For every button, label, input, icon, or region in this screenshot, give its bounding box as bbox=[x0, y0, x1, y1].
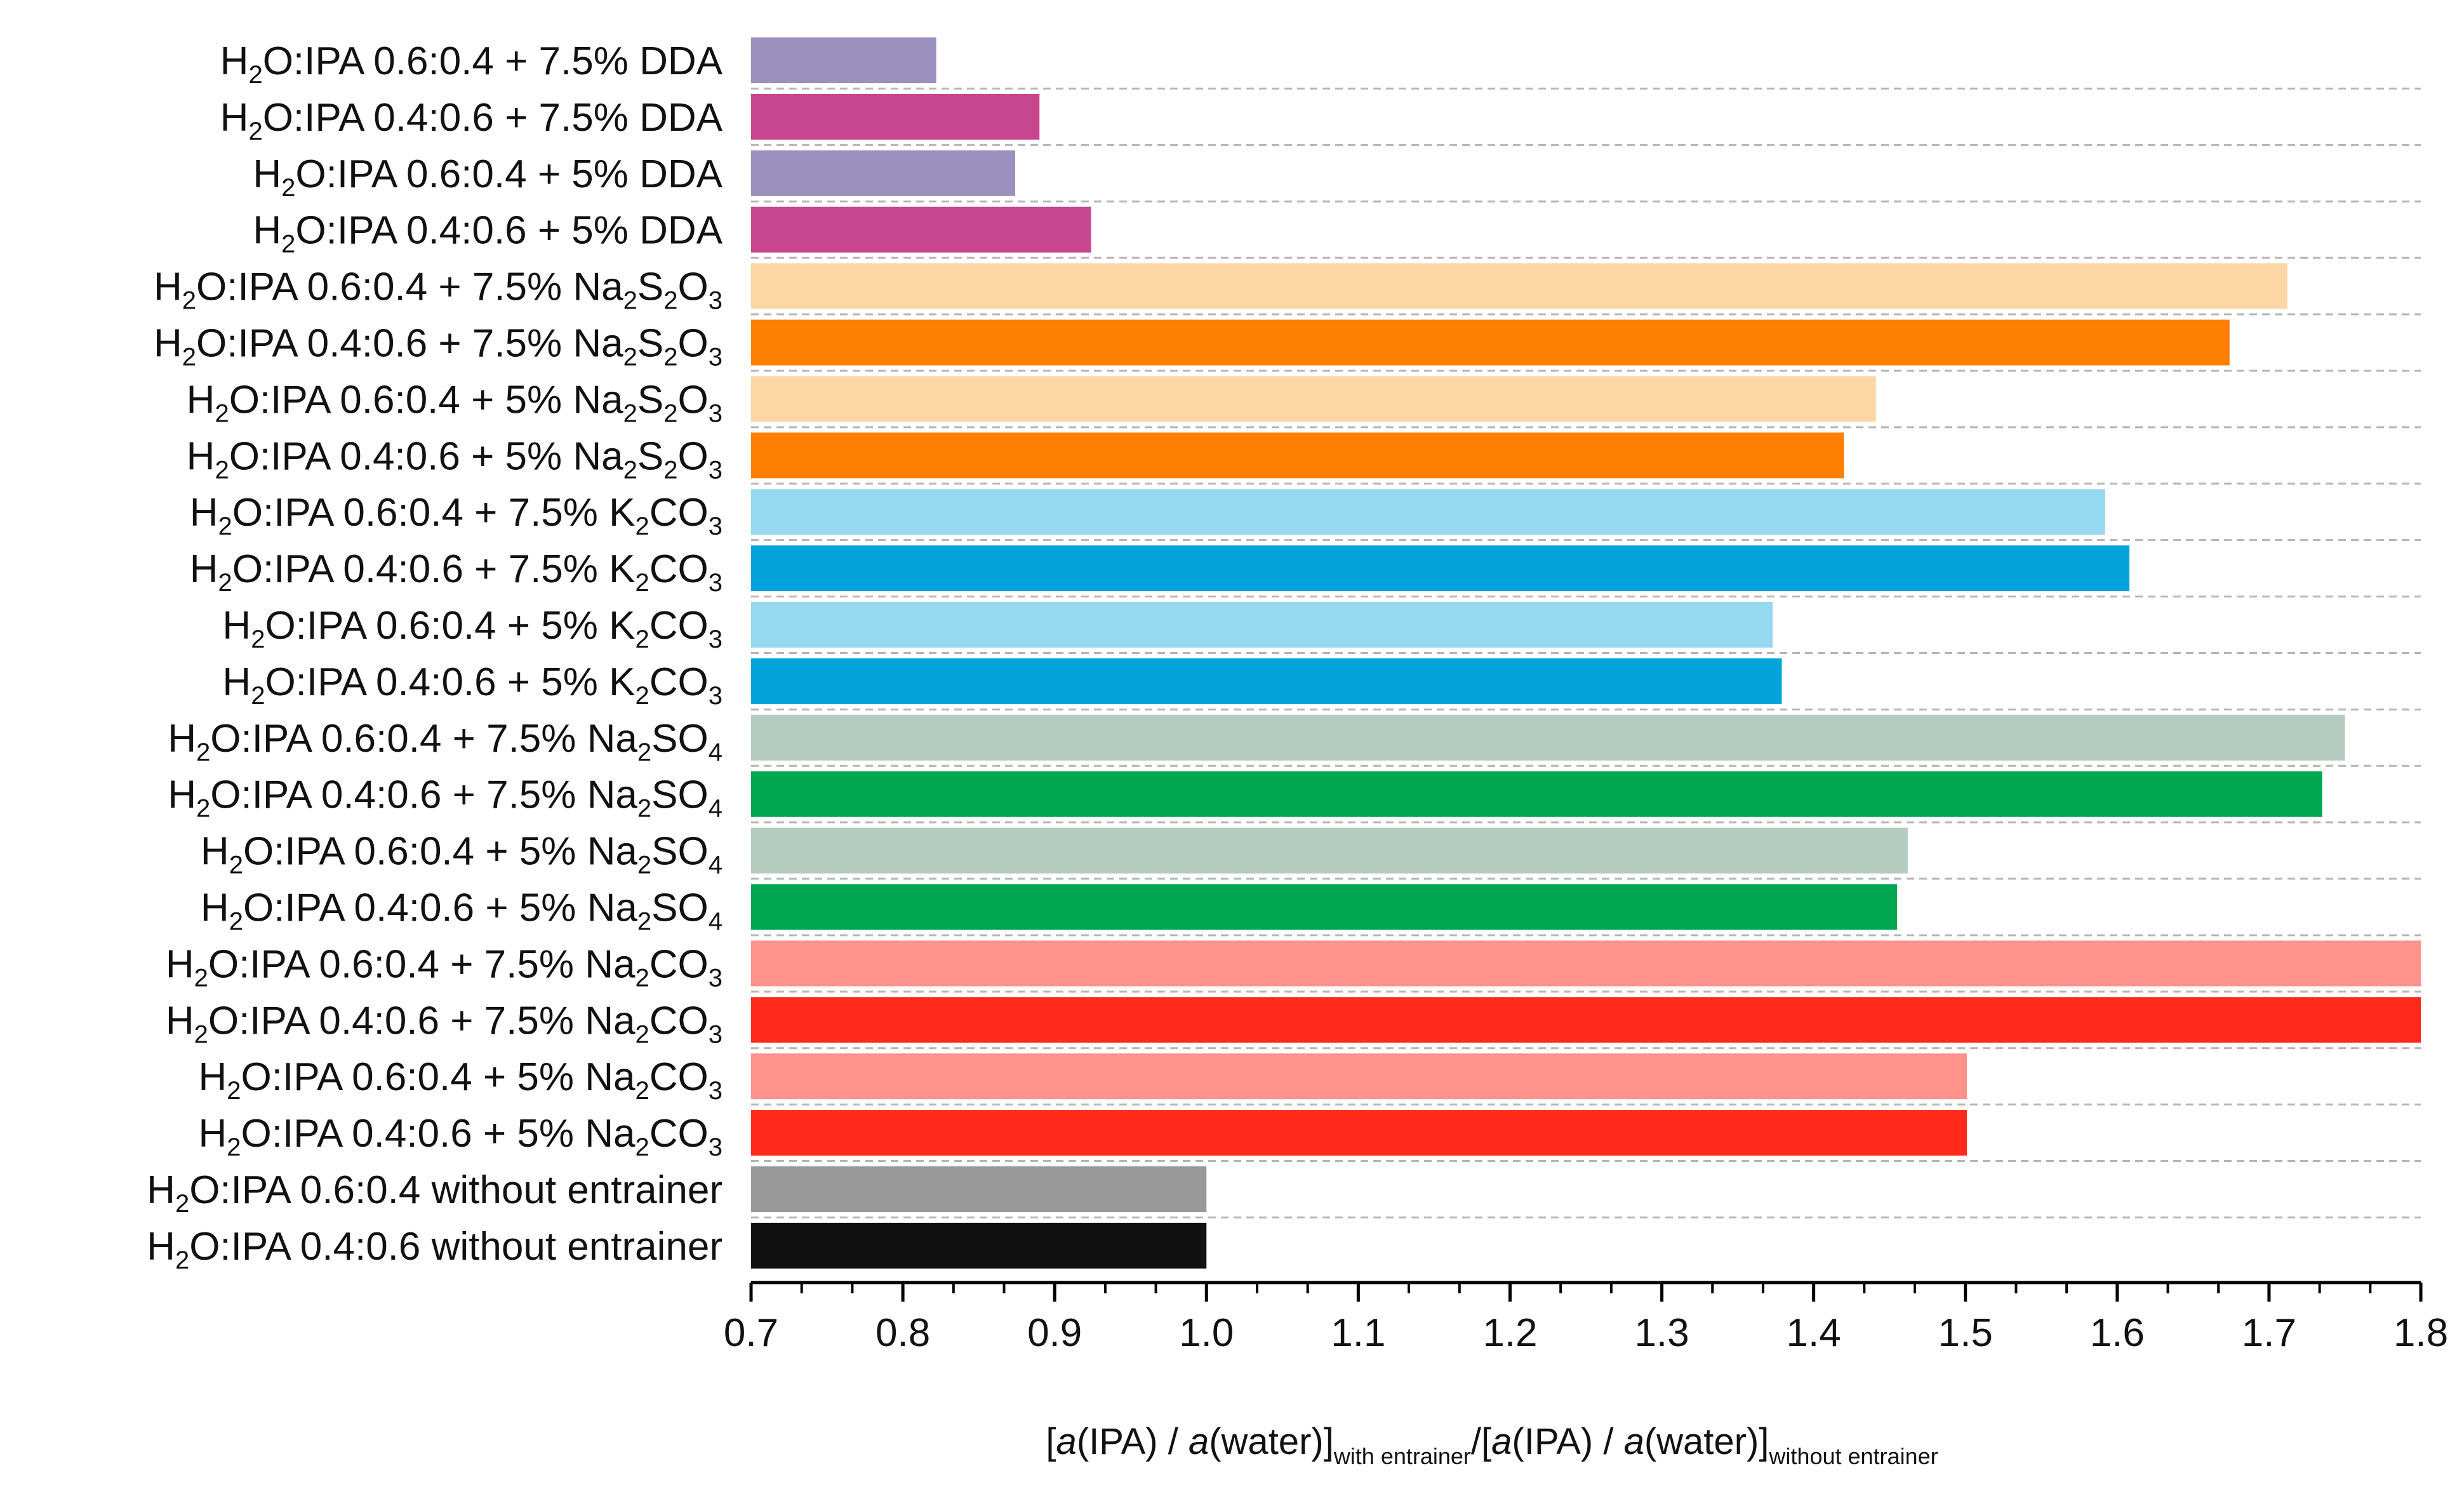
x-tick-label: 1.7 bbox=[2242, 1311, 2296, 1355]
bar bbox=[751, 150, 1016, 196]
category-label: H2​O:IPA 0.6:0.4 + 5% Na2​S2​O3​ bbox=[187, 378, 723, 427]
category-label: H2​O:IPA 0.6:0.4 + 5% DDA bbox=[253, 152, 723, 202]
x-tick-label: 1.2 bbox=[1482, 1311, 1537, 1355]
gridlines bbox=[751, 87, 2421, 1218]
category-label: H2​O:IPA 0.4:0.6 + 7.5% K2​CO3​ bbox=[190, 547, 723, 597]
category-label: H2​O:IPA 0.4:0.6 + 7.5% DDA bbox=[220, 96, 723, 145]
x-tick-label: 0.9 bbox=[1027, 1311, 1082, 1355]
category-label: H2​O:IPA 0.4:0.6 + 5% DDA bbox=[253, 209, 723, 258]
bar bbox=[751, 263, 2288, 309]
category-label: H2​O:IPA 0.4:0.6 without entrainer bbox=[147, 1225, 723, 1274]
bar bbox=[751, 545, 2129, 592]
category-label: H2​O:IPA 0.4:0.6 + 7.5% Na2​S2​O3​ bbox=[154, 322, 723, 371]
bar bbox=[751, 37, 936, 83]
bar bbox=[751, 376, 1876, 422]
x-tick-label: 1.8 bbox=[2394, 1311, 2448, 1355]
bar bbox=[751, 489, 2105, 535]
category-label: H2​O:IPA 0.6:0.4 + 5% K2​CO3​ bbox=[222, 604, 723, 653]
category-label: H2​O:IPA 0.6:0.4 + 5% Na2​CO3​ bbox=[199, 1055, 723, 1105]
x-tick-label: 1.0 bbox=[1179, 1311, 1234, 1355]
bar bbox=[751, 1222, 1207, 1269]
x-tick-label: 0.7 bbox=[724, 1311, 778, 1355]
bar bbox=[751, 1053, 1968, 1100]
bar bbox=[751, 432, 1844, 479]
category-label: H2​O:IPA 0.6:0.4 + 7.5% Na2​SO4​ bbox=[168, 717, 723, 766]
bar bbox=[751, 93, 1040, 140]
category-label: H2​O:IPA 0.4:0.6 + 7.5% Na2​CO3​ bbox=[166, 999, 723, 1048]
category-label: H2​O:IPA 0.4:0.6 + 5% Na2​S2​O3​ bbox=[187, 434, 723, 484]
bar bbox=[751, 319, 2230, 366]
bar bbox=[751, 827, 1908, 874]
bars bbox=[751, 37, 2421, 1269]
x-tick-label: 1.4 bbox=[1787, 1311, 1841, 1355]
category-label: H2​O:IPA 0.6:0.4 without entrainer bbox=[147, 1168, 723, 1218]
bar bbox=[751, 1166, 1207, 1212]
category-label: H2​O:IPA 0.4:0.6 + 7.5% Na2​SO4​ bbox=[168, 773, 723, 823]
x-tick-label: 0.8 bbox=[876, 1311, 930, 1355]
category-label: H2​O:IPA 0.6:0.4 + 5% Na2​SO4​ bbox=[201, 830, 723, 879]
category-label: H2​O:IPA 0.6:0.4 + 7.5% K2​CO3​ bbox=[190, 491, 723, 540]
category-label: H2​O:IPA 0.4:0.6 + 5% K2​CO3​ bbox=[222, 660, 723, 710]
category-label: H2​O:IPA 0.6:0.4 + 7.5% Na2​S2​O3​ bbox=[154, 265, 723, 315]
bar bbox=[751, 771, 2322, 817]
bar bbox=[751, 658, 1782, 704]
x-axis: 0.7 0.8 0.9 1.0 1.1 1.2 1.3 1.4 1.5 1.6 1.7 1.8 bbox=[724, 1281, 2448, 1355]
bar bbox=[751, 602, 1773, 648]
bar bbox=[751, 884, 1898, 930]
category-label: H2​O:IPA 0.6:0.4 + 7.5% DDA bbox=[220, 39, 723, 89]
bar bbox=[751, 940, 2421, 987]
category-label: H2​O:IPA 0.4:0.6 + 5% Na2​CO3​ bbox=[199, 1112, 723, 1161]
x-axis-title: [a(IPA) / a(water)]with entrainer​/[a(IP… bbox=[1046, 1421, 1938, 1469]
category-label: H2​O:IPA 0.6:0.4 + 7.5% Na2​CO3​ bbox=[166, 942, 723, 992]
x-tick-label: 1.3 bbox=[1634, 1311, 1689, 1355]
x-tick-label: 1.6 bbox=[2090, 1311, 2145, 1355]
bar bbox=[751, 714, 2345, 761]
x-tick-label: 1.5 bbox=[1938, 1311, 1993, 1355]
category-label: H2​O:IPA 0.4:0.6 + 5% Na2​SO4​ bbox=[201, 886, 723, 936]
bar bbox=[751, 1110, 1968, 1156]
bar bbox=[751, 997, 2421, 1043]
x-tick-label: 1.1 bbox=[1331, 1311, 1385, 1355]
bar bbox=[751, 206, 1091, 253]
category-labels: H2​O:IPA 0.6:0.4 + 7.5% DDA H2​O:IPA 0.4:… bbox=[147, 39, 723, 1274]
